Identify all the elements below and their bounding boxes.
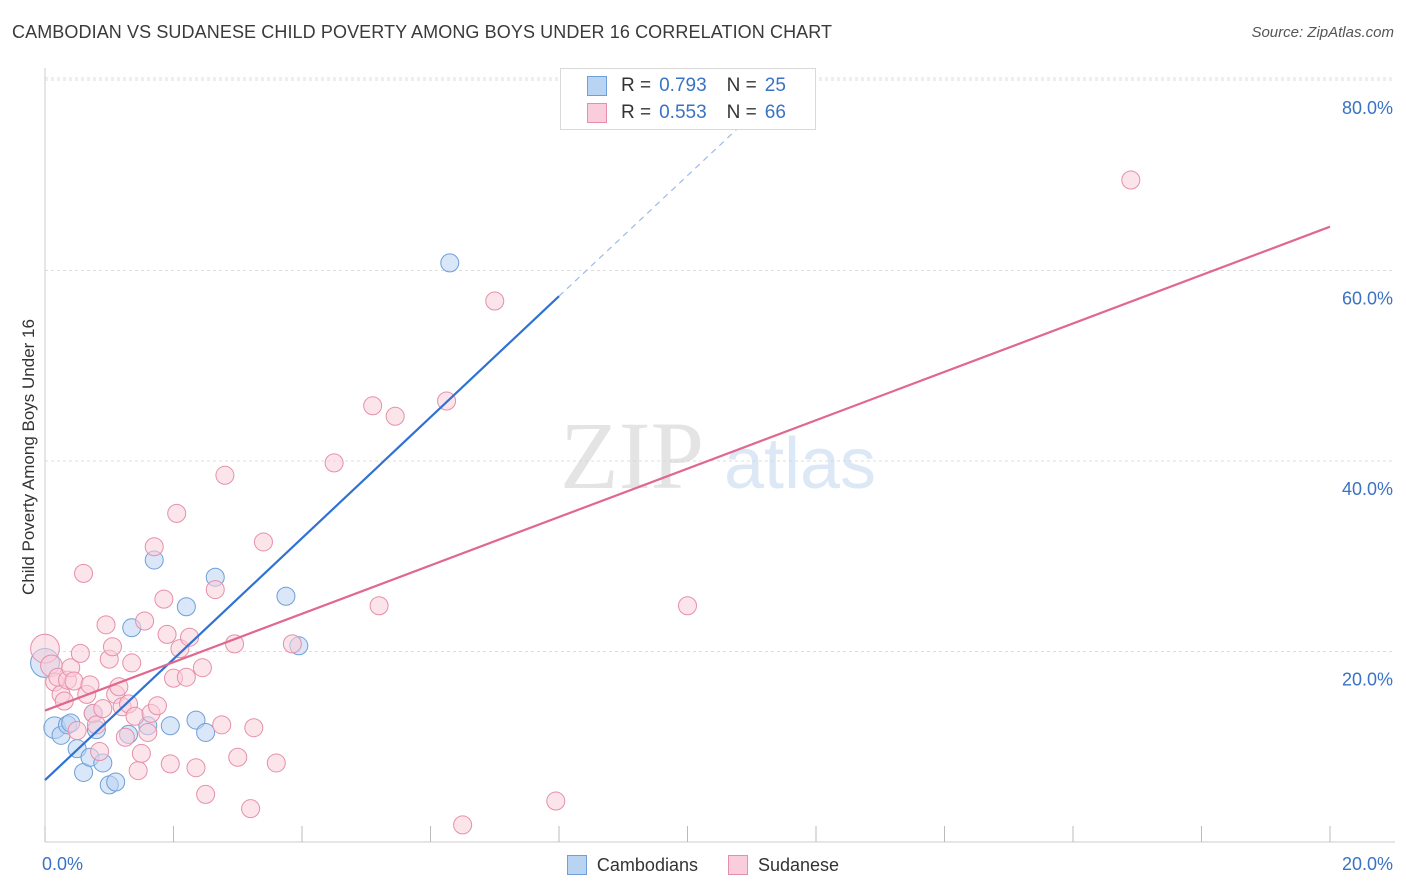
data-point-sudanese [180,627,200,647]
chart-source: Source: ZipAtlas.com [1251,24,1394,41]
data-point-sudanese [74,563,94,583]
trend-layer [44,114,1331,781]
data-point-sudanese [244,718,264,738]
data-point-sudanese [241,799,261,819]
data-point-sudanese [212,715,232,735]
data-point-sudanese [122,653,142,673]
bottom-legend-cambodians: Cambodians [566,854,698,876]
legend-row-cambodians: R = 0.793 N = 25 [561,73,786,99]
legend-r-label: R = [621,75,652,96]
legend-n-label: N = [726,102,757,123]
data-point-cambodians [106,772,126,792]
data-point-cambodians [196,722,216,742]
y-tick-label: 60.0% [1342,289,1393,309]
legend-row-sudanese: R = 0.553 N = 66 [561,100,786,126]
watermark-zip: ZIP [560,402,704,509]
data-point-sudanese [86,715,106,735]
trend-line-sudanese [44,225,1331,712]
data-point-sudanese [144,537,164,557]
data-point-sudanese [196,784,216,804]
data-point-sudanese [102,637,122,657]
axes-layer [44,68,1395,843]
data-point-sudanese [93,699,113,719]
data-point-sudanese [67,721,87,741]
series-sudanese [30,170,1141,835]
data-point-sudanese [363,396,383,416]
data-point-cambodians [160,716,180,736]
y-tick-label: 40.0% [1342,479,1393,499]
data-point-sudanese [154,589,174,609]
data-point-sudanese [115,727,135,747]
data-point-cambodians [176,597,196,617]
data-point-sudanese [1121,170,1141,190]
data-point-sudanese [215,465,235,485]
watermark: ZIP atlas [560,402,876,509]
bottom-legend-label-cambodians: Cambodians [596,854,698,875]
labels-layer: 20.0% 40.0% 60.0% 80.0% 0.0% 20.0% Child Pover… [19,98,1393,874]
data-point-sudanese [228,747,248,767]
data-point-sudanese [138,722,158,742]
data-point-sudanese [157,624,177,644]
data-point-sudanese [453,815,473,835]
y-tick-label: 20.0% [1342,670,1393,690]
data-point-sudanese [131,743,151,763]
data-point-sudanese [128,761,148,781]
data-point-sudanese [282,634,302,654]
data-point-sudanese [90,742,110,762]
data-point-sudanese [369,596,389,616]
data-point-sudanese [253,532,273,552]
data-point-sudanese [678,596,697,616]
bottom-legend: Cambodians Sudanese [0,852,1406,878]
x-tick-label-max: 20.0% [1342,854,1393,874]
legend-r-value-sudanese: 0.553 [659,102,707,123]
data-point-sudanese [70,643,90,663]
data-point-sudanese [64,671,84,691]
data-point-sudanese [125,706,145,726]
data-point-sudanese [167,503,187,523]
legend-n-value-sudanese: 66 [764,102,786,123]
data-point-sudanese [266,753,286,773]
data-point-cambodians [276,586,296,606]
chart-title: CAMBODIAN VS SUDANESE CHILD POVERTY AMON… [12,22,833,42]
data-point-sudanese [186,758,206,778]
x-tick-label-min: 0.0% [42,854,83,874]
data-point-sudanese [546,791,566,811]
y-tick-label: 80.0% [1342,98,1393,118]
data-point-sudanese [192,658,212,678]
data-point-cambodians [440,253,460,273]
legend-swatch-cambodians [587,76,607,96]
bottom-legend-sudanese: Sudanese [727,854,840,876]
data-point-sudanese [135,611,155,631]
watermark-atlas: atlas [724,424,876,504]
data-point-sudanese [485,291,505,311]
data-point-sudanese [225,634,245,654]
legend-r-label: R = [621,102,652,123]
legend-swatch-sudanese [587,103,607,123]
bottom-legend-label-sudanese: Sudanese [757,854,840,875]
bottom-legend-swatch-cambodians [566,855,587,875]
legend-box: R = 0.793 N = 25 R = 0.553 N = 66 [560,68,816,130]
trend-line-cambodians-extension [558,114,753,297]
data-point-sudanese [324,453,344,473]
data-point-sudanese [96,615,116,635]
data-point-sudanese [385,406,405,426]
legend-r-value-cambodians: 0.793 [659,75,707,96]
data-point-sudanese [160,754,180,774]
points-layer [30,170,1141,835]
trend-line-cambodians [44,295,560,781]
data-point-sudanese [205,580,225,600]
data-point-sudanese [147,696,167,716]
bottom-legend-swatch-sudanese [727,855,748,875]
y-axis-label: Child Poverty Among Boys Under 16 [19,319,38,595]
legend-n-label: N = [726,75,757,96]
legend-n-value-cambodians: 25 [764,75,786,96]
grid-layer [45,77,1395,652]
data-point-sudanese [176,667,196,687]
